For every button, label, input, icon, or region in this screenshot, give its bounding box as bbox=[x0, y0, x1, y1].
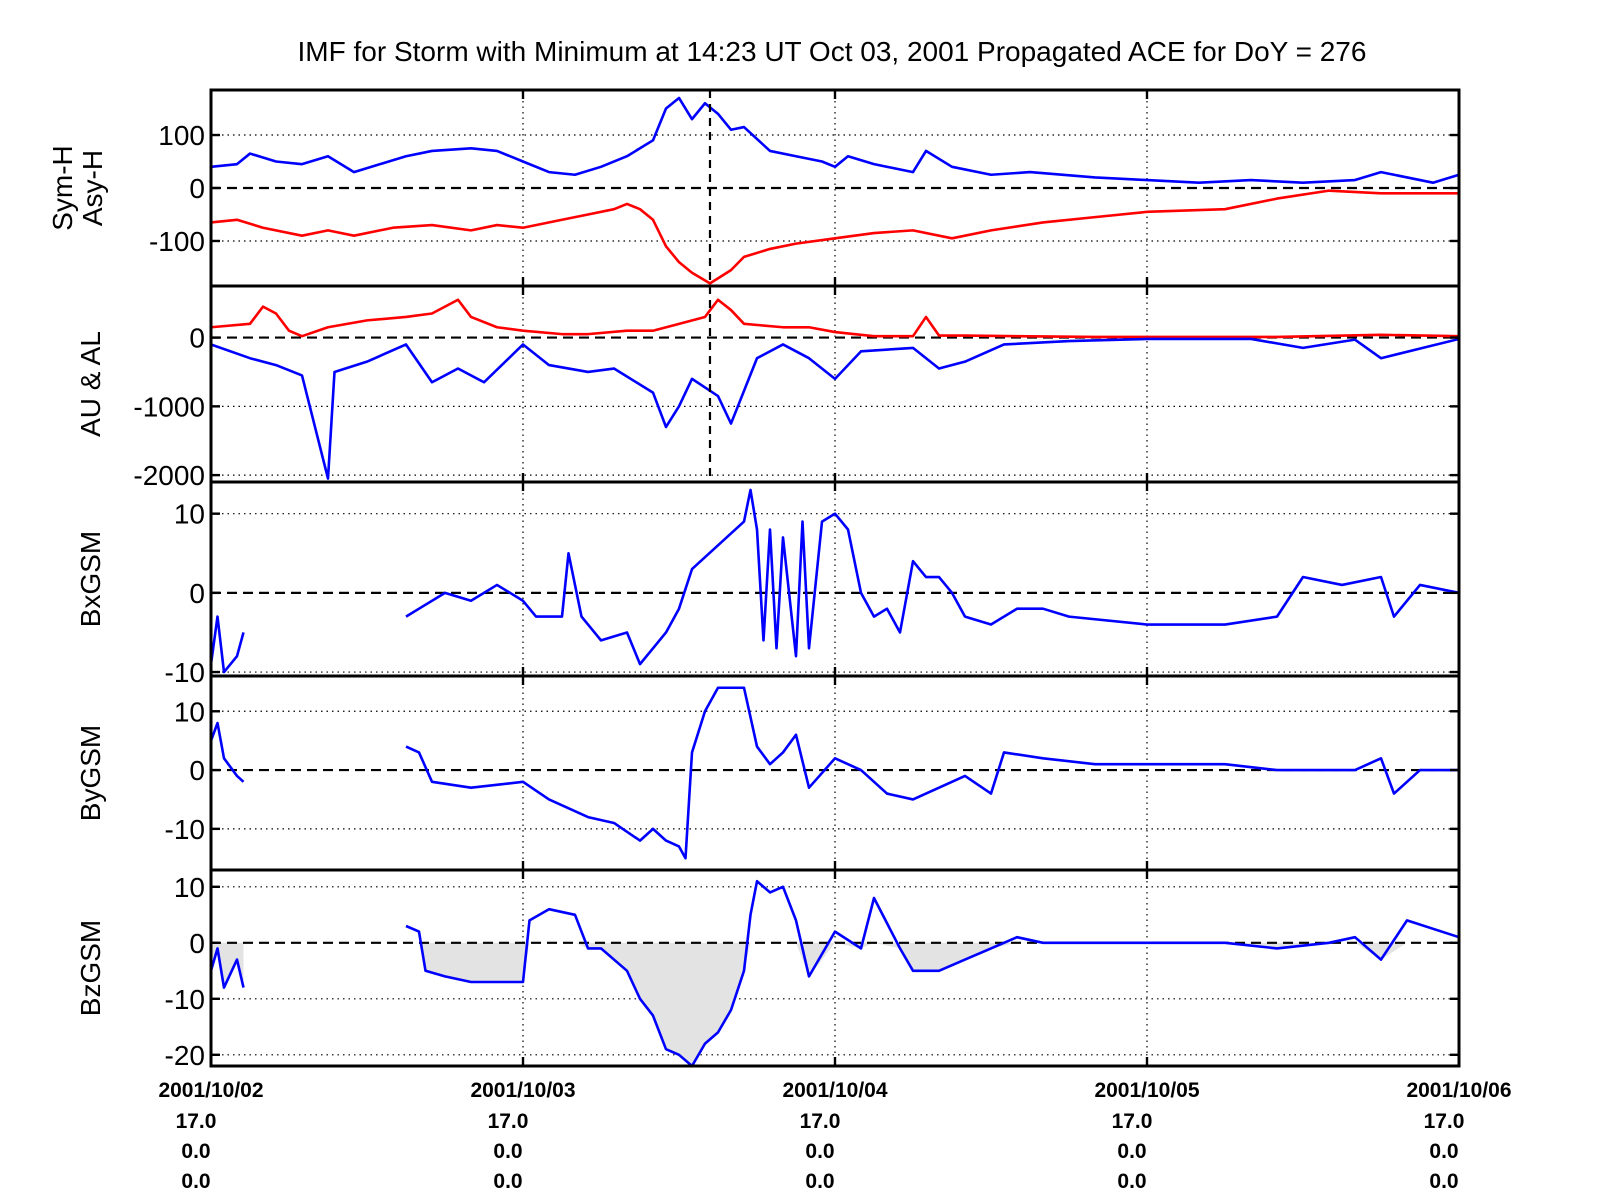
plot-area bbox=[211, 686, 1459, 860]
panel-frame bbox=[209, 480, 1461, 678]
ytick-label: 0 bbox=[189, 323, 205, 354]
xtick-sub-label: 17.0 bbox=[800, 1110, 841, 1133]
xtick-sub-label: 0.0 bbox=[805, 1170, 834, 1193]
series-line-red bbox=[211, 298, 1459, 339]
ytick-label: 0 bbox=[189, 173, 205, 204]
xtick-sub-label: 17.0 bbox=[1112, 1110, 1153, 1133]
xtick-sub-label: 17.0 bbox=[176, 1110, 217, 1133]
plot-area bbox=[211, 879, 1459, 1066]
series-line-blue bbox=[211, 615, 245, 674]
ytick-label: 10 bbox=[174, 499, 205, 530]
ytick-label: 0 bbox=[189, 755, 205, 786]
xtick-sub-label: 0.0 bbox=[1117, 1170, 1146, 1193]
panel-bz: -20 -10 0 10 BzGSM bbox=[75, 868, 1461, 1071]
bz-negative-fill bbox=[406, 942, 1459, 1066]
xtick-date-label: 2001/10/06 bbox=[1406, 1079, 1511, 1102]
xtick-sub-label: 0.0 bbox=[1117, 1140, 1146, 1163]
ylabel-by: ByGSM bbox=[75, 725, 106, 821]
ytick-label: 10 bbox=[174, 872, 205, 903]
plot-area bbox=[211, 286, 1459, 482]
ylabel-sym-asy: Sym-H bbox=[47, 145, 78, 231]
ytick-label: 10 bbox=[174, 696, 205, 727]
ytick-label: -100 bbox=[149, 226, 205, 257]
xtick-sub-label: 0.0 bbox=[493, 1140, 522, 1163]
series-line-blue bbox=[405, 879, 1459, 1066]
xtick-date-label: 2001/10/04 bbox=[782, 1079, 887, 1102]
ytick-label: -10 bbox=[165, 984, 205, 1015]
ylabel-bx: BxGSM bbox=[75, 531, 106, 627]
series-line-blue bbox=[211, 96, 1459, 185]
ytick-label: 0 bbox=[189, 928, 205, 959]
ytick-label: -1000 bbox=[133, 391, 205, 422]
x-axis-tick-labels: 2001/10/02 17.0 0.0 0.0 2001/10/03 17.0 0.0 0.0… bbox=[158, 1079, 1511, 1193]
series-line-red bbox=[211, 189, 1459, 285]
series-line-blue bbox=[211, 721, 245, 783]
plot-area bbox=[211, 90, 1459, 286]
plot-area bbox=[211, 488, 1459, 674]
xtick-sub-label: 17.0 bbox=[1424, 1110, 1465, 1133]
xtick-sub-label: 0.0 bbox=[181, 1170, 210, 1193]
series-line-blue bbox=[211, 337, 1459, 480]
chart-title: IMF for Storm with Minimum at 14:23 UT O… bbox=[298, 36, 1367, 67]
xtick-date-label: 2001/10/03 bbox=[470, 1079, 575, 1102]
panel-frame bbox=[209, 284, 1461, 484]
ylabel-au-al: AU & AL bbox=[75, 331, 106, 437]
xtick-sub-label: 0.0 bbox=[1429, 1140, 1458, 1163]
panel-frame bbox=[209, 674, 1461, 872]
ytick-label: -20 bbox=[165, 1040, 205, 1071]
ytick-label: -10 bbox=[165, 814, 205, 845]
xtick-sub-label: 17.0 bbox=[488, 1110, 529, 1133]
ytick-label: 100 bbox=[158, 120, 205, 151]
panel-by: -10 0 10 ByGSM bbox=[75, 674, 1461, 872]
series-line-blue bbox=[211, 947, 245, 989]
xtick-sub-label: 0.0 bbox=[805, 1140, 834, 1163]
panel-au-al: -2000 -1000 0 AU & AL bbox=[75, 284, 1461, 491]
xtick-sub-label: 0.0 bbox=[1429, 1170, 1458, 1193]
ytick-label: -10 bbox=[165, 657, 205, 688]
series-line-blue bbox=[405, 488, 1459, 666]
series-line-blue bbox=[405, 686, 1459, 860]
xtick-sub-label: 0.0 bbox=[493, 1170, 522, 1193]
panel-bx: -10 0 10 BxGSM bbox=[75, 480, 1461, 688]
ylabel-sym-asy: Asy-H bbox=[77, 150, 108, 226]
panel-sym-asy: -100 0 100 Sym-H Asy-H bbox=[47, 88, 1461, 288]
xtick-date-label: 2001/10/05 bbox=[1094, 1079, 1199, 1102]
xtick-date-label: 2001/10/02 bbox=[158, 1079, 263, 1102]
ytick-label: 0 bbox=[189, 578, 205, 609]
ytick-label: -2000 bbox=[133, 460, 205, 491]
xtick-sub-label: 0.0 bbox=[181, 1140, 210, 1163]
ylabel-bz: BzGSM bbox=[75, 920, 106, 1016]
panel-frame bbox=[209, 868, 1461, 1068]
